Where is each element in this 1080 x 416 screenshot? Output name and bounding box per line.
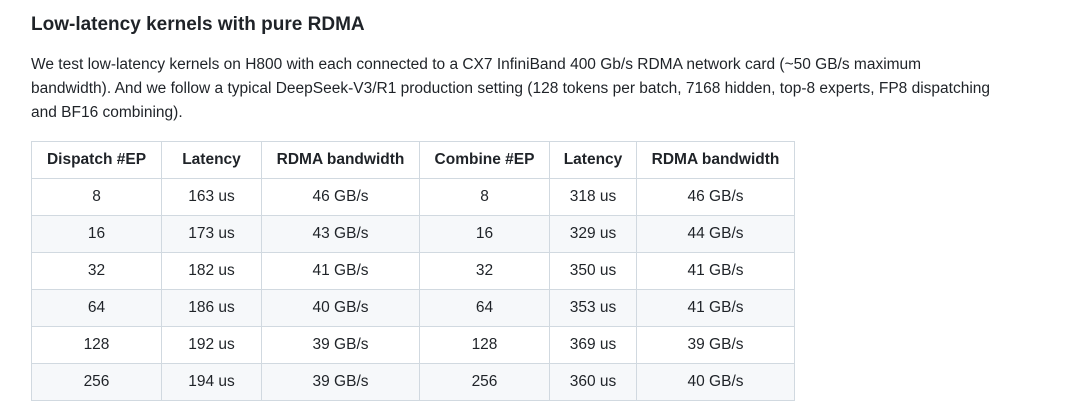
column-header-dispatch-ep: Dispatch #EP bbox=[31, 141, 162, 179]
combine-bandwidth-cell: 40 GB/s bbox=[636, 363, 795, 401]
dispatch-latency-cell: 163 us bbox=[161, 178, 262, 216]
dispatch-ep-cell: 128 bbox=[31, 326, 162, 364]
combine-latency-cell: 350 us bbox=[549, 252, 637, 290]
combine-latency-cell: 369 us bbox=[549, 326, 637, 364]
dispatch-bandwidth-cell: 41 GB/s bbox=[261, 252, 420, 290]
combine-ep-cell: 32 bbox=[419, 252, 550, 290]
table-row: 64 186 us 40 GB/s 64 353 us 41 GB/s bbox=[31, 289, 795, 327]
dispatch-latency-cell: 194 us bbox=[161, 363, 262, 401]
combine-latency-cell: 360 us bbox=[549, 363, 637, 401]
dispatch-latency-cell: 182 us bbox=[161, 252, 262, 290]
table-row: 32 182 us 41 GB/s 32 350 us 41 GB/s bbox=[31, 252, 795, 290]
section-description: We test low-latency kernels on H800 with… bbox=[31, 56, 991, 121]
combine-bandwidth-cell: 41 GB/s bbox=[636, 252, 795, 290]
column-header-dispatch-bandwidth: RDMA bandwidth bbox=[261, 141, 420, 179]
dispatch-latency-cell: 173 us bbox=[161, 215, 262, 253]
dispatch-bandwidth-cell: 39 GB/s bbox=[261, 326, 420, 364]
combine-latency-cell: 329 us bbox=[549, 215, 637, 253]
dispatch-ep-cell: 64 bbox=[31, 289, 162, 327]
dispatch-latency-cell: 186 us bbox=[161, 289, 262, 327]
dispatch-latency-cell: 192 us bbox=[161, 326, 262, 364]
combine-ep-cell: 8 bbox=[419, 178, 550, 216]
combine-ep-cell: 64 bbox=[419, 289, 550, 327]
combine-bandwidth-cell: 44 GB/s bbox=[636, 215, 795, 253]
table-header-row: Dispatch #EP Latency RDMA bandwidth Comb… bbox=[31, 141, 795, 179]
column-header-dispatch-latency: Latency bbox=[161, 141, 262, 179]
dispatch-ep-cell: 32 bbox=[31, 252, 162, 290]
table-row: 8 163 us 46 GB/s 8 318 us 46 GB/s bbox=[31, 178, 795, 216]
table-row: 16 173 us 43 GB/s 16 329 us 44 GB/s bbox=[31, 215, 795, 253]
combine-ep-cell: 256 bbox=[419, 363, 550, 401]
dispatch-bandwidth-cell: 39 GB/s bbox=[261, 363, 420, 401]
column-header-combine-ep: Combine #EP bbox=[419, 141, 550, 179]
combine-latency-cell: 318 us bbox=[549, 178, 637, 216]
table-row: 128 192 us 39 GB/s 128 369 us 39 GB/s bbox=[31, 326, 795, 364]
section-heading: Low-latency kernels with pure RDMA bbox=[31, 14, 365, 35]
combine-latency-cell: 353 us bbox=[549, 289, 637, 327]
combine-bandwidth-cell: 46 GB/s bbox=[636, 178, 795, 216]
column-header-combine-bandwidth: RDMA bandwidth bbox=[636, 141, 795, 179]
column-header-combine-latency: Latency bbox=[549, 141, 637, 179]
dispatch-bandwidth-cell: 46 GB/s bbox=[261, 178, 420, 216]
dispatch-bandwidth-cell: 40 GB/s bbox=[261, 289, 420, 327]
combine-bandwidth-cell: 41 GB/s bbox=[636, 289, 795, 327]
dispatch-ep-cell: 256 bbox=[31, 363, 162, 401]
dispatch-bandwidth-cell: 43 GB/s bbox=[261, 215, 420, 253]
dispatch-ep-cell: 16 bbox=[31, 215, 162, 253]
dispatch-ep-cell: 8 bbox=[31, 178, 162, 216]
benchmark-table: Dispatch #EP Latency RDMA bandwidth Comb… bbox=[31, 141, 795, 401]
table-row: 256 194 us 39 GB/s 256 360 us 40 GB/s bbox=[31, 363, 795, 401]
combine-ep-cell: 16 bbox=[419, 215, 550, 253]
combine-ep-cell: 128 bbox=[419, 326, 550, 364]
combine-bandwidth-cell: 39 GB/s bbox=[636, 326, 795, 364]
